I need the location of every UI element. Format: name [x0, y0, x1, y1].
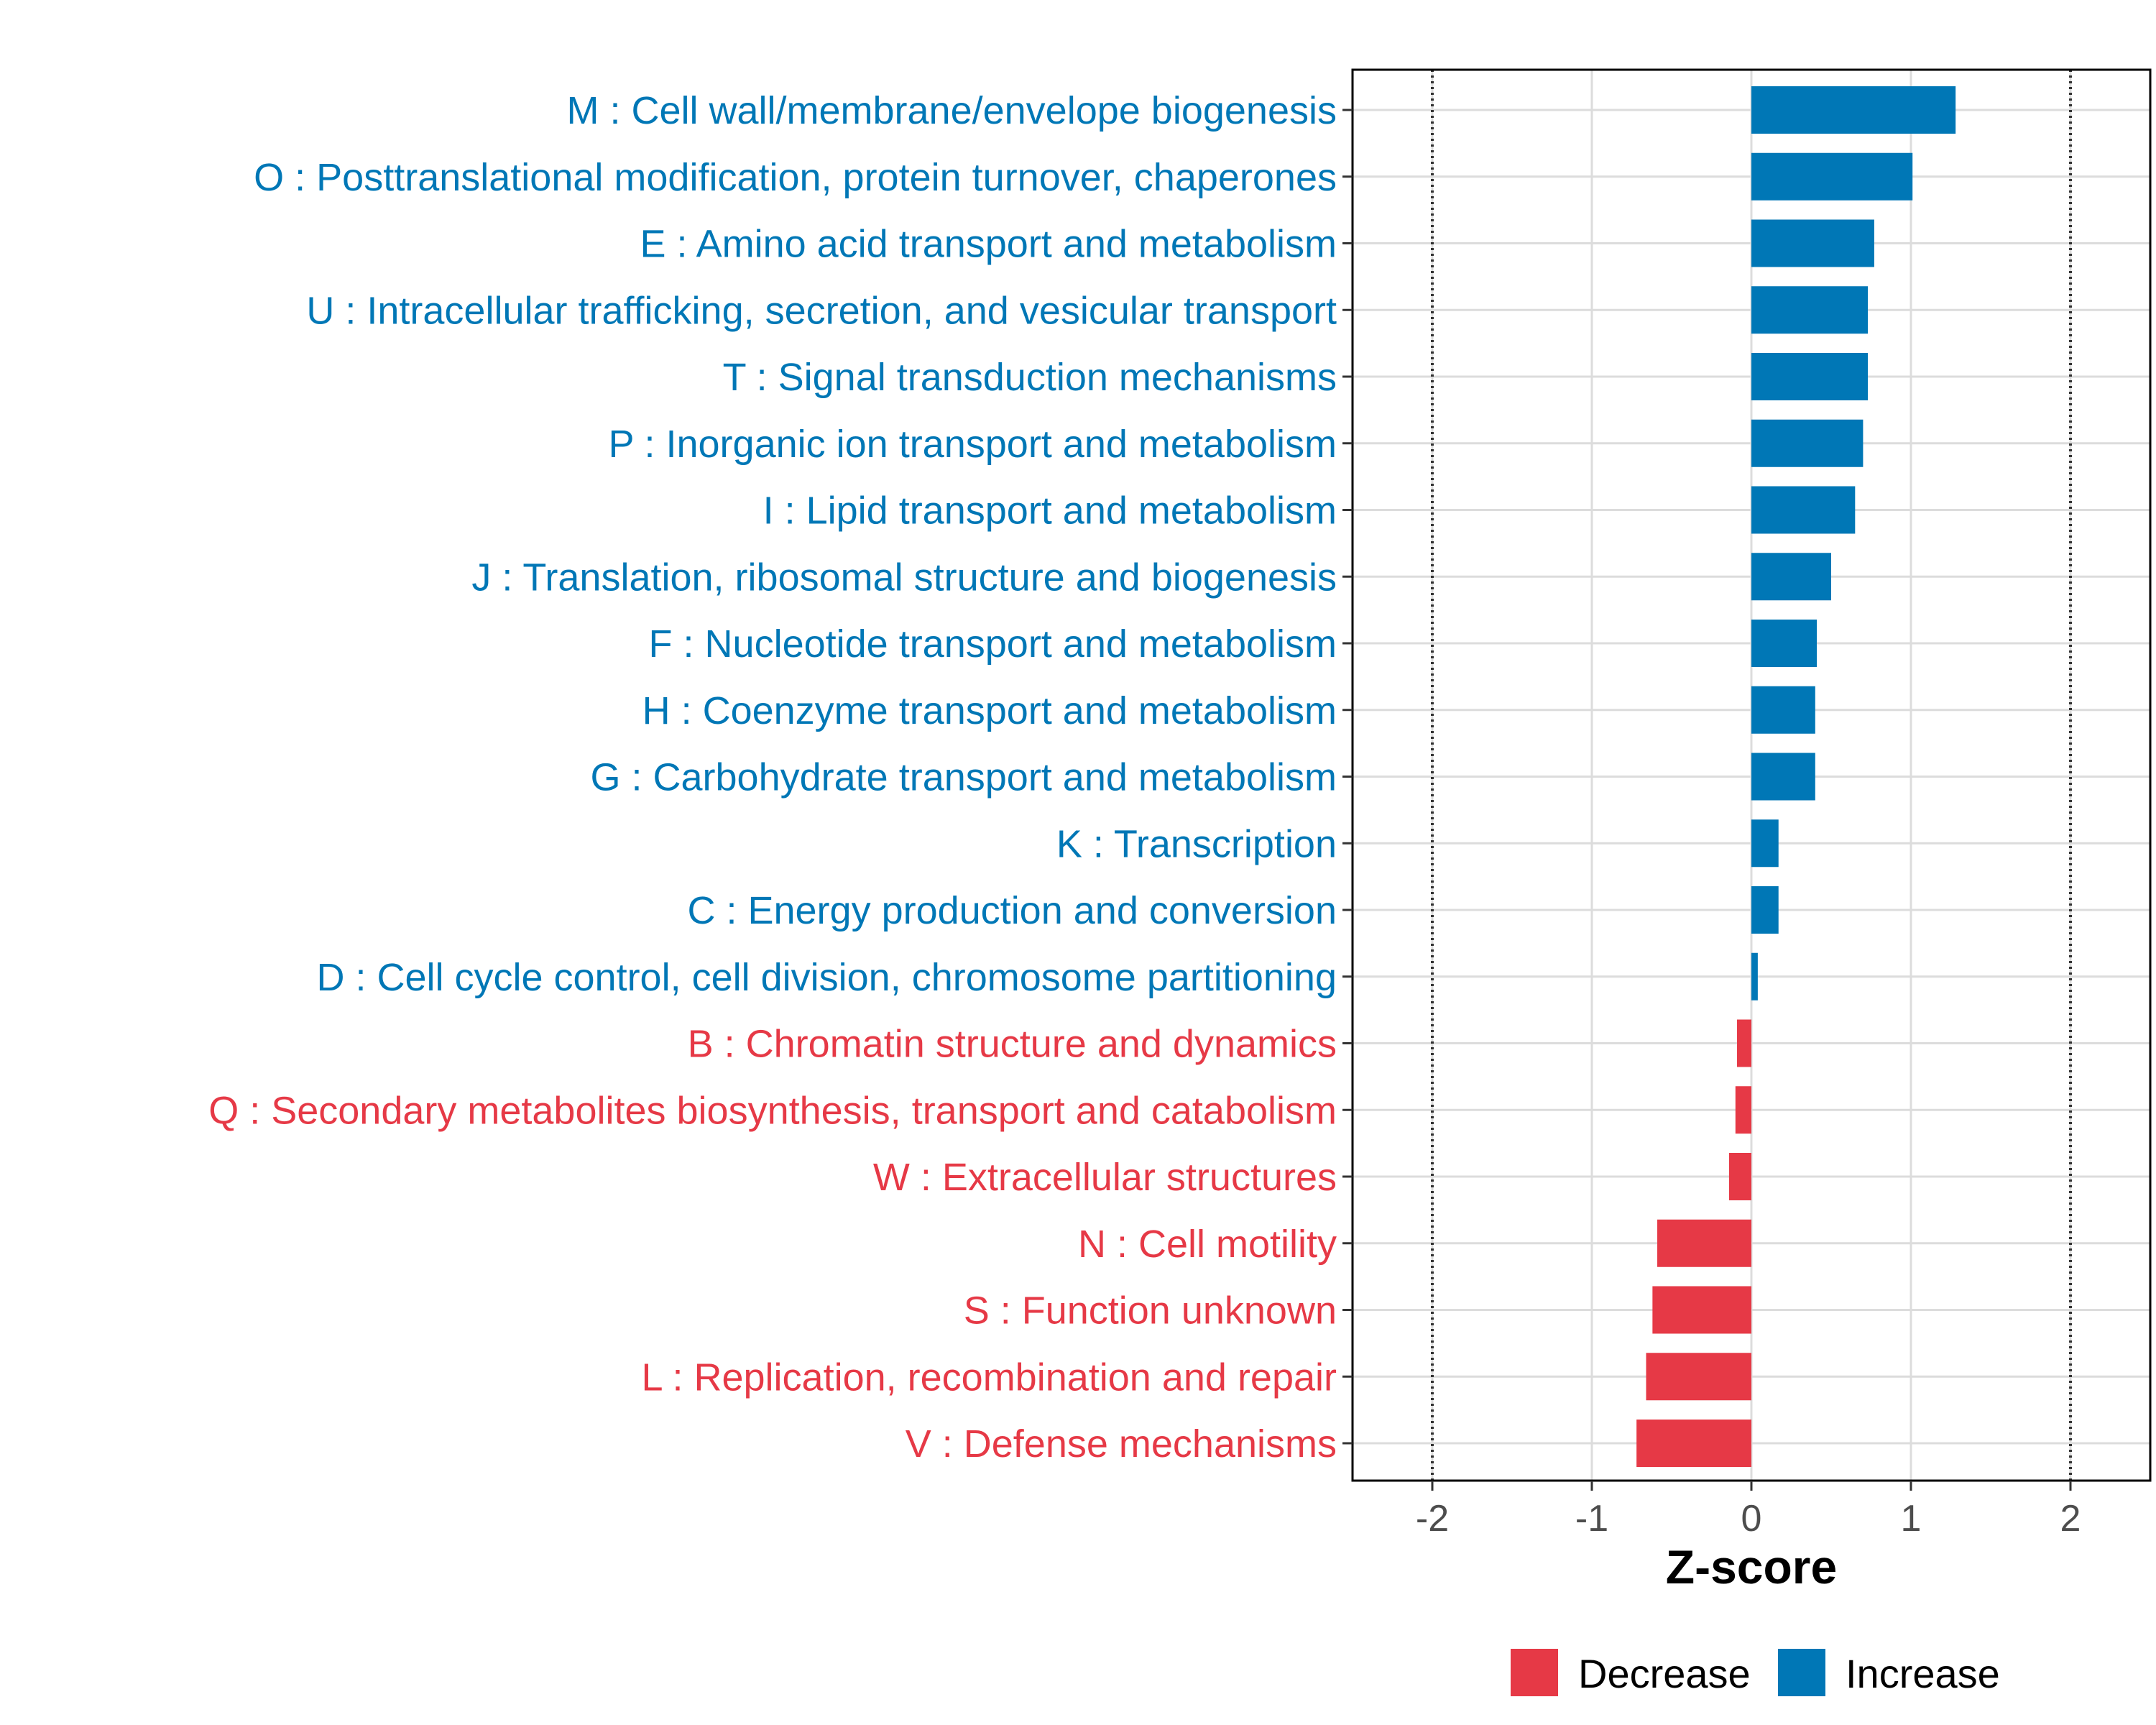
- category-label: K : Transcription: [1056, 822, 1337, 865]
- category-label: B : Chromatin structure and dynamics: [688, 1023, 1337, 1066]
- x-tick-label: 2: [2060, 1498, 2081, 1540]
- category-label: E : Amino acid transport and metabolism: [640, 223, 1337, 266]
- legend-label: Decrease: [1578, 1651, 1751, 1696]
- bar: [1636, 1420, 1751, 1467]
- x-tick-label: 0: [1741, 1498, 1762, 1540]
- category-label: F : Nucleotide transport and metabolism: [649, 622, 1337, 666]
- legend: Decrease Increase: [1511, 1649, 2000, 1696]
- category-label: D : Cell cycle control, cell division, c…: [316, 956, 1337, 999]
- bar: [1751, 620, 1818, 667]
- x-tick-label: 1: [1901, 1498, 1922, 1540]
- category-label: P : Inorganic ion transport and metaboli…: [608, 423, 1337, 466]
- bar: [1646, 1353, 1751, 1401]
- bar: [1751, 686, 1815, 734]
- category-label: I : Lipid transport and metabolism: [763, 489, 1337, 533]
- bar: [1751, 286, 1869, 334]
- category-label: G : Carbohydrate transport and metabolis…: [591, 756, 1337, 799]
- category-label: Q : Secondary metabolites biosynthesis, …: [208, 1089, 1337, 1132]
- category-label: J : Translation, ribosomal structure and…: [471, 556, 1337, 599]
- category-label: C : Energy production and conversion: [687, 889, 1337, 932]
- category-label: W : Extracellular structures: [873, 1156, 1337, 1199]
- bar: [1751, 486, 1856, 534]
- y-axis-labels: M : Cell wall/membrane/envelope biogenes…: [208, 89, 1337, 1466]
- x-axis: -2 -1 0 1 2: [1416, 1481, 2081, 1540]
- category-label: T : Signal transduction mechanisms: [723, 356, 1337, 399]
- category-label: N : Cell motility: [1078, 1223, 1337, 1266]
- bar: [1751, 886, 1779, 934]
- category-label: L : Replication, recombination and repai…: [641, 1356, 1337, 1399]
- bar: [1751, 553, 1831, 601]
- x-axis-title: Z-score: [1666, 1540, 1837, 1593]
- bar: [1652, 1286, 1751, 1334]
- bar: [1751, 753, 1815, 801]
- legend-swatch: [1778, 1649, 1825, 1696]
- bar: [1657, 1219, 1751, 1267]
- category-label: O : Posttranslational modification, prot…: [254, 156, 1337, 199]
- category-label: H : Coenzyme transport and metabolism: [642, 689, 1337, 732]
- bar: [1751, 86, 1956, 134]
- legend-swatch: [1511, 1649, 1558, 1696]
- category-label: M : Cell wall/membrane/envelope biogenes…: [566, 89, 1337, 132]
- bar: [1735, 1086, 1751, 1134]
- bars: [1636, 86, 1956, 1467]
- bar: [1751, 952, 1758, 1000]
- y-axis-ticks: [1342, 109, 1353, 1445]
- category-label: V : Defense mechanisms: [906, 1422, 1337, 1466]
- bar: [1751, 419, 1864, 467]
- category-label: S : Function unknown: [964, 1289, 1337, 1333]
- bar: [1751, 353, 1869, 400]
- x-tick-label: -1: [1575, 1498, 1608, 1540]
- bar: [1751, 152, 1913, 201]
- bar: [1728, 1153, 1751, 1200]
- bar: [1737, 1019, 1751, 1067]
- legend-label: Increase: [1846, 1651, 2000, 1696]
- bar: [1751, 219, 1874, 267]
- x-tick-label: -2: [1416, 1498, 1449, 1540]
- category-label: U : Intracellular trafficking, secretion…: [306, 289, 1337, 332]
- bar: [1751, 819, 1779, 868]
